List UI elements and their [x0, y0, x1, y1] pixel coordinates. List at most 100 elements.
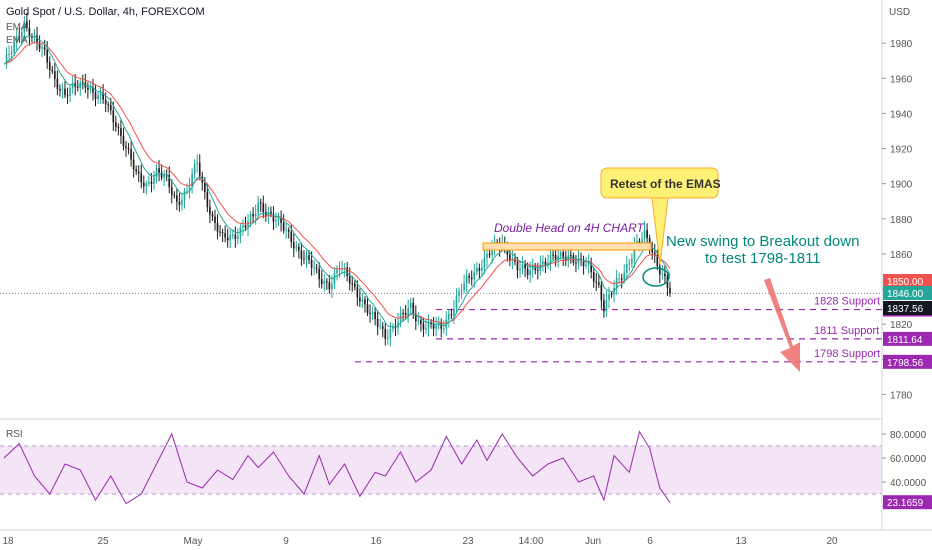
candle-body — [353, 283, 356, 288]
candle-body — [412, 302, 415, 314]
candle-body — [381, 326, 384, 329]
candle-body — [448, 314, 450, 320]
candle-body — [109, 104, 112, 111]
candle-body — [173, 194, 176, 196]
candle-body — [20, 32, 23, 38]
support-label: 1828 Support — [814, 296, 880, 308]
chart-title: Gold Spot / U.S. Dollar, 4h, FOREXCOM — [6, 6, 205, 18]
currency-label: USD — [889, 7, 910, 18]
candle-body — [351, 283, 354, 285]
candle-body — [625, 264, 628, 273]
price-badge-text: 1837.56 — [887, 304, 924, 315]
rsi-band-fill — [0, 446, 882, 494]
candle-body — [23, 21, 26, 33]
candle-body — [664, 273, 666, 277]
candle-body — [356, 287, 359, 298]
candle-body — [89, 87, 92, 90]
candle-body — [620, 278, 623, 280]
candle-body — [610, 294, 613, 296]
candle-body — [458, 291, 460, 297]
candle-body — [15, 36, 18, 43]
candle-body — [231, 234, 234, 236]
candle-body — [46, 49, 49, 63]
candle-body — [315, 267, 318, 269]
candle-body — [211, 214, 214, 217]
candle-body — [420, 320, 422, 324]
candle-body — [509, 254, 511, 261]
price-tick-label: 1920 — [890, 145, 913, 156]
price-tick-label: 1860 — [890, 250, 913, 261]
candle-body — [361, 299, 364, 302]
candle-body — [36, 35, 38, 43]
candle-body — [191, 174, 193, 187]
candle-body — [605, 299, 608, 312]
candle-body — [549, 254, 552, 263]
candle-body — [148, 181, 150, 184]
candle-body — [8, 53, 10, 55]
candle-body — [257, 202, 260, 214]
candle-body — [145, 183, 148, 187]
candle-body — [531, 265, 534, 271]
candle-body — [249, 214, 252, 222]
support-lines: 1828 Support 1811 Support 1798 Support — [0, 292, 882, 363]
candle-body — [221, 232, 224, 234]
candle-body — [130, 149, 132, 160]
candle-body — [422, 323, 425, 330]
candle-body — [366, 304, 369, 314]
candle-body — [120, 128, 122, 136]
price-badge — [883, 286, 932, 300]
candle-body — [229, 235, 232, 241]
rsi-last-badge — [883, 495, 932, 510]
price-tick-label: 1980 — [890, 39, 913, 50]
candle-body — [28, 27, 31, 37]
candle-body — [544, 261, 547, 266]
candle-body — [254, 213, 257, 217]
candles — [5, 12, 671, 347]
candle-body — [659, 266, 661, 275]
candle-body — [298, 247, 300, 251]
candle-body — [542, 261, 544, 265]
candle-body — [31, 36, 33, 38]
candle-body — [402, 312, 404, 314]
candle-body — [425, 327, 427, 330]
candle-body — [125, 146, 127, 148]
candle-body — [214, 216, 216, 223]
support-badge — [883, 331, 932, 346]
candle-body — [389, 329, 392, 338]
candle-body — [600, 284, 603, 301]
candle-body — [81, 82, 84, 84]
candle-body — [142, 182, 145, 187]
candle-body — [432, 324, 435, 329]
candle-body — [442, 328, 445, 330]
candle-body — [54, 71, 56, 79]
candle-body — [387, 337, 389, 339]
candle-body — [203, 182, 206, 193]
candle-body — [631, 258, 633, 264]
ema-label-1: EMA — [6, 22, 28, 33]
candle-body — [155, 168, 158, 178]
double-head-box — [482, 242, 652, 251]
candle-body — [592, 272, 595, 282]
rsi-path — [3, 430, 671, 505]
candle-body — [303, 258, 305, 260]
candle-body — [384, 328, 387, 339]
candle-body — [94, 92, 97, 100]
candle-body — [488, 253, 491, 256]
candle-body — [552, 254, 554, 256]
candle-body — [295, 247, 298, 249]
rsi-band — [0, 445, 882, 495]
candle-body — [198, 162, 201, 177]
candle-body — [13, 42, 15, 52]
candle-body — [183, 191, 186, 200]
candle-body — [292, 242, 295, 249]
candle-body — [287, 229, 290, 232]
candle-body — [661, 273, 664, 275]
candle-body — [465, 275, 468, 284]
candle-body — [491, 248, 493, 256]
candle-body — [455, 296, 458, 309]
candle-body — [224, 233, 226, 238]
candle-body — [51, 69, 54, 72]
time-tick-label: Jun — [585, 536, 601, 547]
candle-body — [282, 222, 285, 231]
